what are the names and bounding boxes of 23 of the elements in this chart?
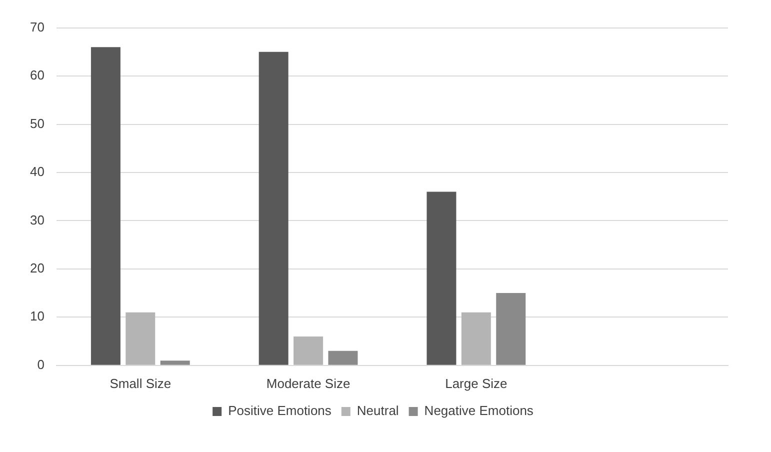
x-tick-label: Small Size <box>110 376 172 391</box>
y-tick-label: 70 <box>30 19 44 34</box>
x-tick-label: Moderate Size <box>266 376 350 391</box>
y-tick-label: 50 <box>30 116 44 131</box>
bar <box>461 312 491 365</box>
bar <box>160 360 190 365</box>
legend-label: Positive Emotions <box>228 403 332 418</box>
bar <box>328 350 358 365</box>
bar <box>126 312 156 365</box>
bar <box>294 336 324 365</box>
y-tick-label: 40 <box>30 164 44 180</box>
bar <box>496 293 526 365</box>
x-tick-label: Large Size <box>445 376 508 391</box>
bar <box>90 47 120 365</box>
y-tick-label: 10 <box>30 308 44 324</box>
y-tick-label: 30 <box>30 212 44 228</box>
y-tick-label: 60 <box>30 68 44 83</box>
y-tick-label: 0 <box>37 356 44 372</box>
legend-label: Negative Emotions <box>424 403 534 418</box>
y-tick-label: 20 <box>30 260 44 276</box>
bar <box>258 52 288 365</box>
bar <box>426 192 456 365</box>
legend-label: Neutral <box>356 403 399 418</box>
